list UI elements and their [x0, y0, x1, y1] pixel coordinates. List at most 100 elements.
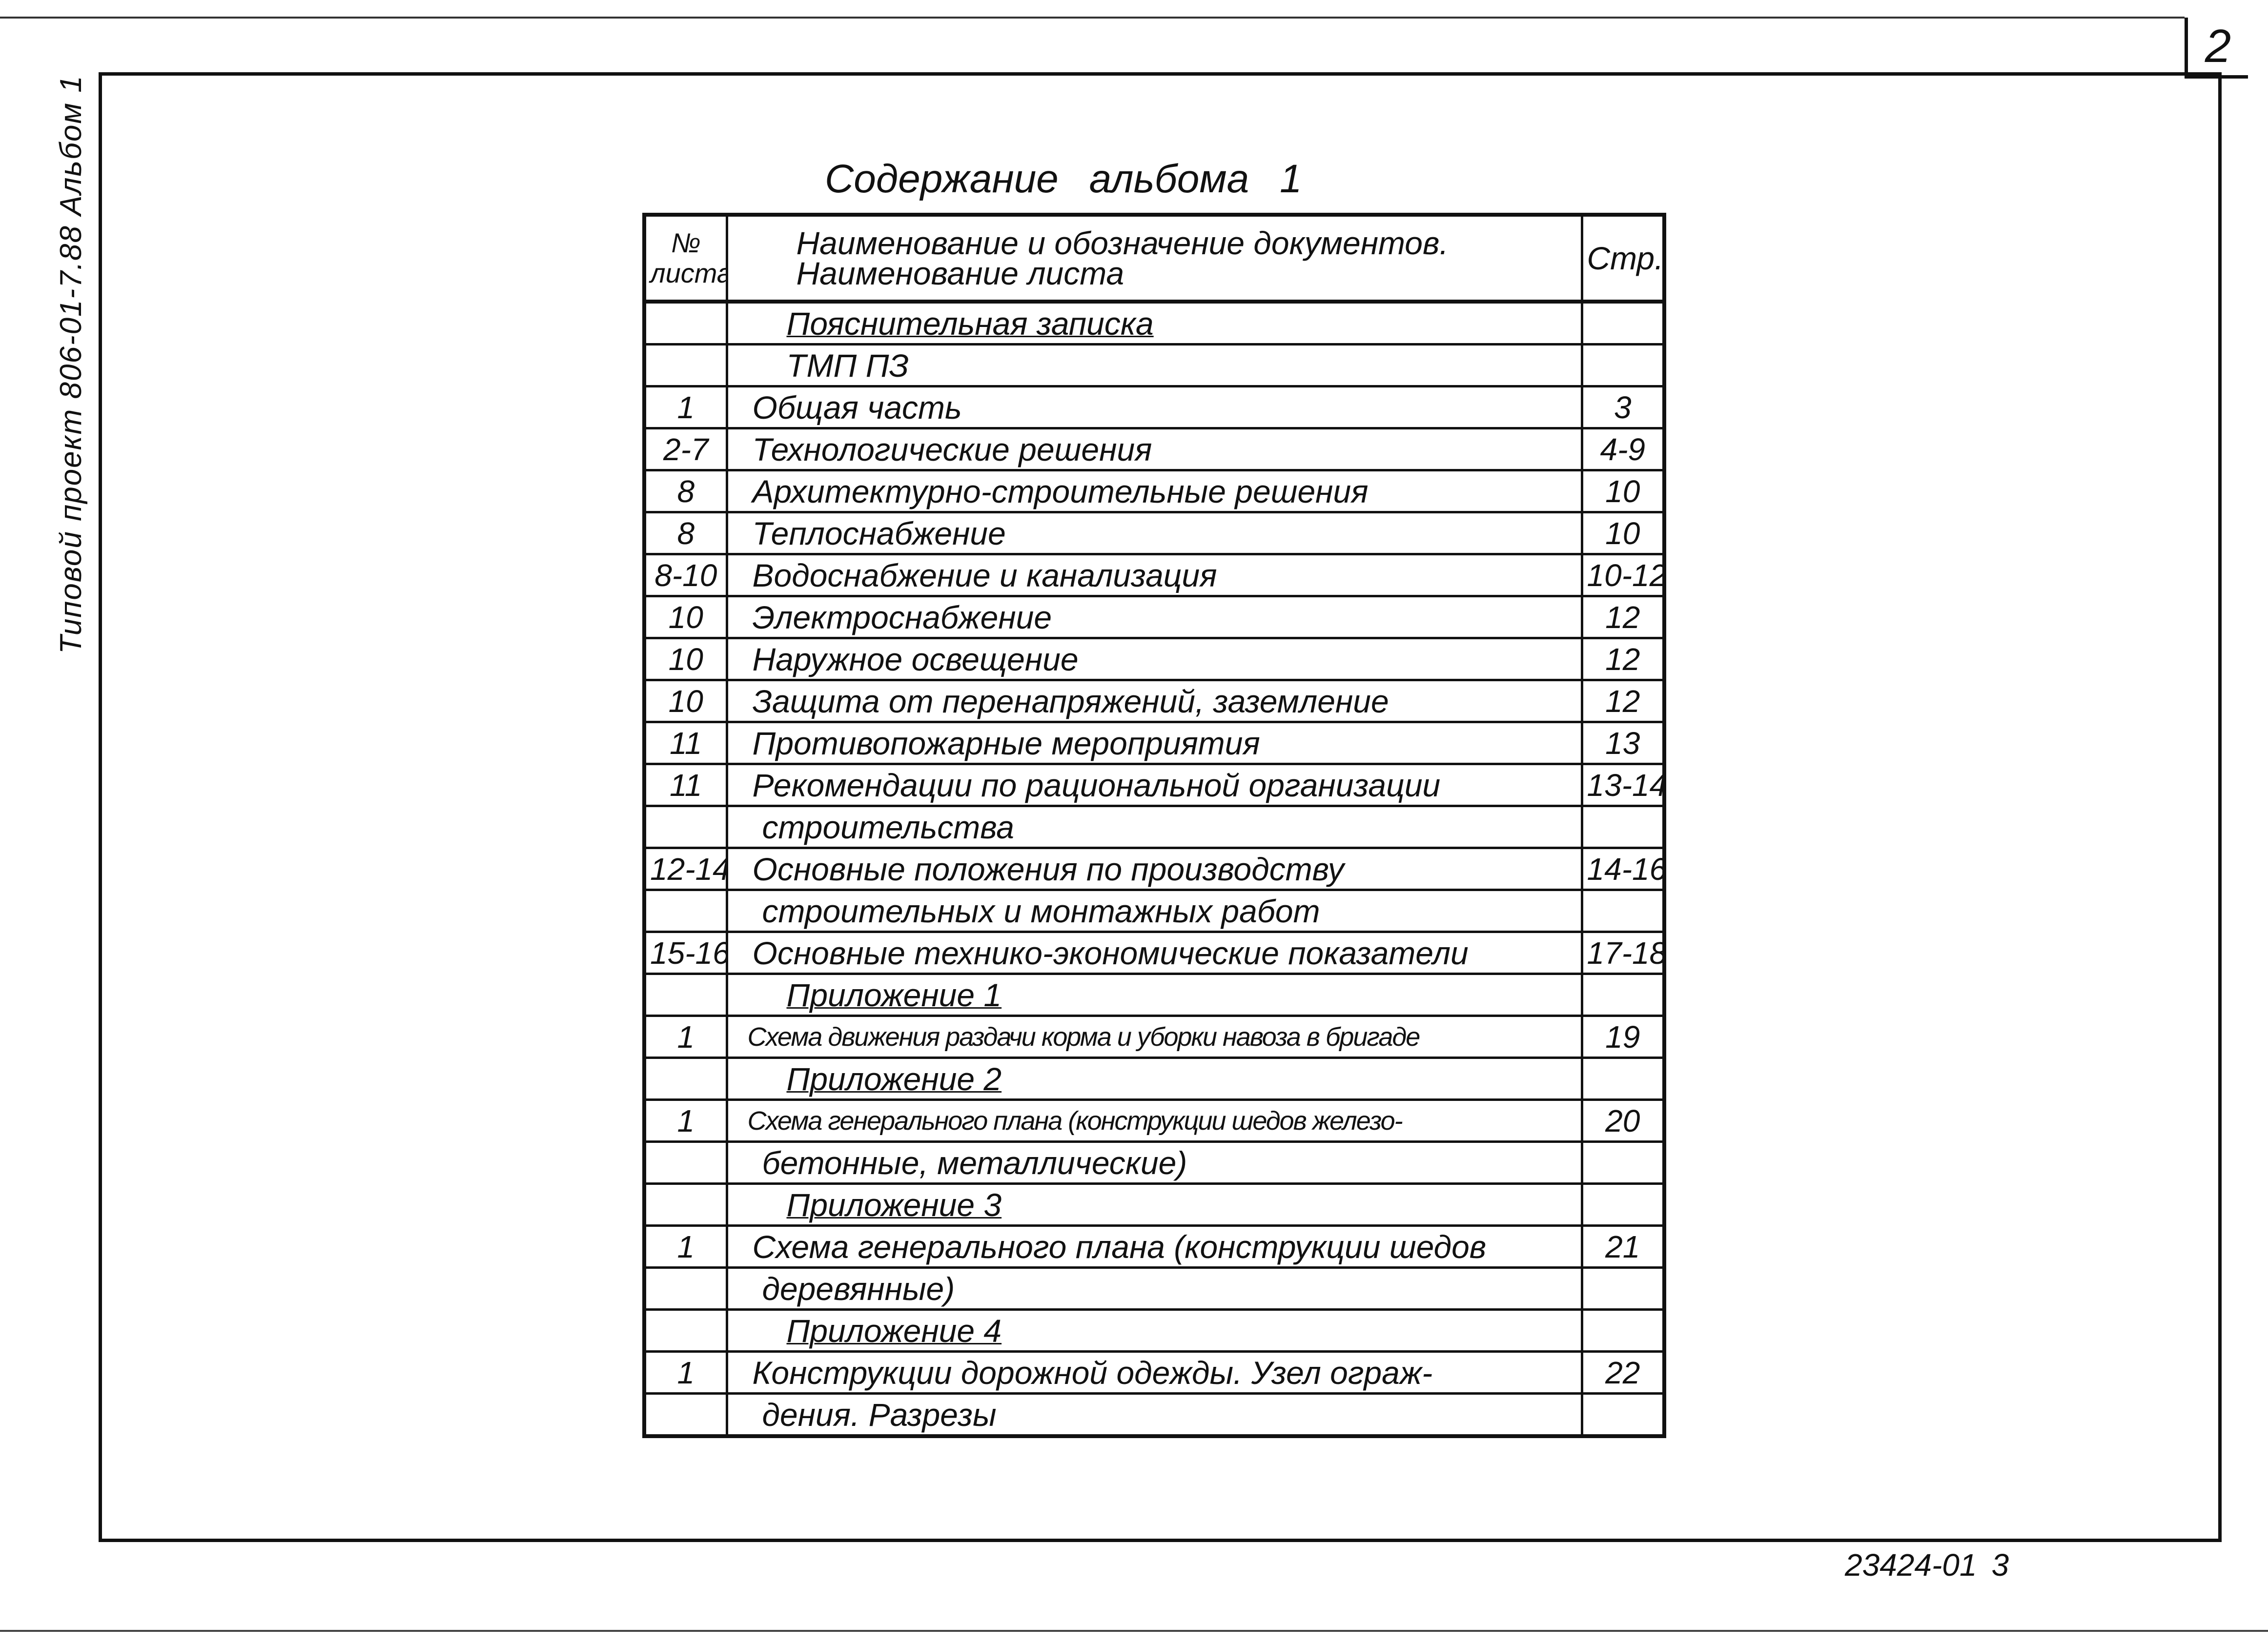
row-sheet-number: 2-7: [643, 427, 728, 471]
table-row: 11 Рекомендации по рациональной организац…: [643, 763, 1666, 807]
row-name: Архитектурно-строительные решения: [725, 469, 1583, 513]
row-page: 21: [1580, 1224, 1666, 1269]
table-row: строительных и монтажных работ: [643, 889, 1666, 933]
row-page: [1580, 805, 1666, 849]
row-name: Схема движения раздачи корма и уборки на…: [725, 1015, 1583, 1059]
table-row: бетонные, металлические): [643, 1140, 1666, 1185]
page-number: 2: [2185, 18, 2248, 79]
row-sheet-number: 10: [643, 595, 728, 639]
table-row: 1 Схема движения раздачи корма и уборки н…: [643, 1015, 1666, 1059]
row-name: деревянные): [725, 1266, 1583, 1311]
table-row: 11 Противопожарные мероприятия 13: [643, 721, 1666, 765]
table-row: Приложение 3: [643, 1182, 1666, 1227]
row-sheet-number: 12-14: [643, 847, 728, 891]
header-sheet-number: № листа: [643, 213, 728, 304]
document-title: Содержание альбома 1: [825, 157, 1302, 201]
row-name: Рекомендации по рациональной организации: [725, 763, 1583, 807]
row-sheet-number: 11: [643, 763, 728, 807]
row-sheet-number: 1: [643, 1098, 728, 1143]
table-row: 15-16 Основные технико-экономические пока…: [643, 931, 1666, 975]
row-page: 12: [1580, 637, 1666, 681]
row-sheet-number: 8: [643, 469, 728, 513]
row-page: 13-14: [1580, 763, 1666, 807]
row-sheet-number: [643, 343, 728, 387]
row-name: Приложение 4: [725, 1308, 1583, 1353]
document-stamp: 23424-01 3: [1845, 1547, 2023, 1583]
row-name: Приложение 2: [725, 1057, 1583, 1101]
header-name: Наименование и обозначение документов. Н…: [725, 213, 1583, 304]
row-sheet-number: 15-16: [643, 931, 728, 975]
row-name: Приложение 1: [725, 973, 1583, 1017]
row-page: 17-18: [1580, 931, 1666, 975]
row-name: бетонные, металлические): [725, 1140, 1583, 1185]
row-name: строительства: [725, 805, 1583, 849]
table-row: строительства: [643, 805, 1666, 849]
row-page: 10: [1580, 469, 1666, 513]
row-sheet-number: [643, 1392, 728, 1438]
bottom-border-line: [0, 1630, 2268, 1632]
drawing-frame: [99, 72, 2222, 1542]
row-sheet-number: [643, 1057, 728, 1101]
row-sheet-number: [643, 889, 728, 933]
row-page: [1580, 1266, 1666, 1311]
table-row: 12-14 Основные положения по производству 1…: [643, 847, 1666, 891]
row-page: [1580, 343, 1666, 387]
row-page: 22: [1580, 1350, 1666, 1395]
table-row: 10 Электроснабжение 12: [643, 595, 1666, 639]
table-row: Приложение 4: [643, 1308, 1666, 1353]
row-sheet-number: [643, 973, 728, 1017]
row-sheet-number: 1: [643, 385, 728, 429]
header-name-line2: Наименование листа: [796, 255, 1124, 291]
row-page: [1580, 973, 1666, 1017]
row-name: Теплоснабжение: [725, 511, 1583, 555]
row-sheet-number: [643, 1266, 728, 1311]
row-page: [1580, 1057, 1666, 1101]
table-row: деревянные): [643, 1266, 1666, 1311]
table-row: 1 Общая часть 3: [643, 385, 1666, 429]
row-name: Электроснабжение: [725, 595, 1583, 639]
row-name: Технологические решения: [725, 427, 1583, 471]
row-sheet-number: 1: [643, 1224, 728, 1269]
row-name: Водоснабжение и канализация: [725, 553, 1583, 597]
table-row: 1 Конструкции дорожной одежды. Узел ограж…: [643, 1350, 1666, 1395]
row-name: Конструкции дорожной одежды. Узел ограж-: [725, 1350, 1583, 1395]
stamp-code: 23424-01: [1845, 1547, 1977, 1583]
row-name: ТМП ПЗ: [725, 343, 1583, 387]
table-row: 8 Архитектурно-строительные решения 10: [643, 469, 1666, 513]
row-page: [1580, 1182, 1666, 1227]
row-sheet-number: [643, 1308, 728, 1353]
row-name: дения. Разрезы: [725, 1392, 1583, 1438]
row-page: 12: [1580, 679, 1666, 723]
table-row: 1 Схема генерального плана (конструкции ш…: [643, 1098, 1666, 1143]
row-page: [1580, 1392, 1666, 1438]
row-sheet-number: [643, 1140, 728, 1185]
row-name: Пояснительная записка: [725, 300, 1583, 345]
table-row: дения. Разрезы: [643, 1392, 1666, 1438]
row-sheet-number: [643, 300, 728, 345]
row-sheet-number: 8: [643, 511, 728, 555]
row-page: [1580, 889, 1666, 933]
row-name: строительных и монтажных работ: [725, 889, 1583, 933]
header-name-line1: Наименование и обозначение документов.: [796, 225, 1449, 261]
row-page: 14-16: [1580, 847, 1666, 891]
table-row: 10 Наружное освещение 12: [643, 637, 1666, 681]
table-row: 8 Теплоснабжение 10: [643, 511, 1666, 555]
row-sheet-number: 11: [643, 721, 728, 765]
top-border-line: [0, 17, 2185, 19]
row-sheet-number: 8-10: [643, 553, 728, 597]
row-sheet-number: [643, 805, 728, 849]
row-name: Основные положения по производству: [725, 847, 1583, 891]
row-name: Наружное освещение: [725, 637, 1583, 681]
header-num-label: листа: [650, 258, 727, 288]
row-page: 19: [1580, 1015, 1666, 1059]
row-page: [1580, 300, 1666, 345]
row-page: 4-9: [1580, 427, 1666, 471]
stamp-sheet: 3: [1991, 1547, 2009, 1583]
table-row: 10 Защита от перенапряжений, заземление 12: [643, 679, 1666, 723]
table-row: Приложение 2: [643, 1057, 1666, 1101]
header-page: Стр.: [1580, 213, 1666, 304]
row-sheet-number: [643, 1182, 728, 1227]
table-row: 8-10 Водоснабжение и канализация 10-12: [643, 553, 1666, 597]
row-name: Схема генерального плана (конструкции ше…: [725, 1098, 1583, 1143]
table-row: Пояснительная записка: [643, 300, 1666, 345]
